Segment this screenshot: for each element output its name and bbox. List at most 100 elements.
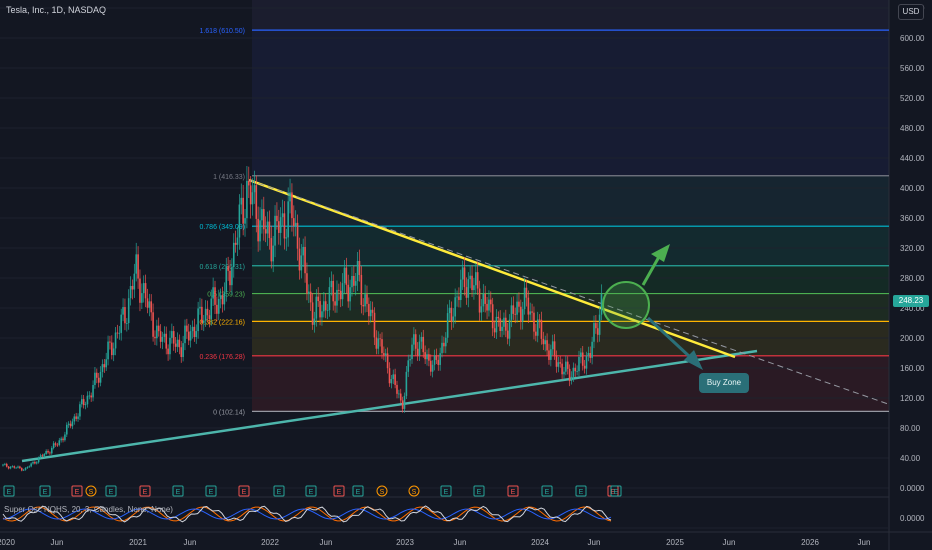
- earnings-marker[interactable]: [205, 485, 217, 497]
- candle-body: [157, 325, 160, 332]
- earnings-marker[interactable]: [238, 485, 250, 497]
- candle-body: [137, 254, 139, 279]
- y-tick-label: 560.00: [900, 64, 925, 73]
- candle-body: [221, 295, 224, 305]
- candle-body: [122, 307, 124, 315]
- earnings-marker[interactable]: [3, 485, 15, 497]
- candle-body: [182, 343, 184, 358]
- candle-body: [112, 348, 115, 356]
- candle-body: [383, 353, 385, 356]
- earnings-marker[interactable]: [575, 485, 587, 497]
- candle-body: [493, 328, 496, 333]
- candle-body: [216, 304, 218, 314]
- candle-body: [135, 254, 138, 274]
- candle-body: [294, 222, 297, 226]
- currency-button[interactable]: USD: [898, 4, 924, 20]
- fib-zone-236: [252, 321, 889, 356]
- earnings-marker[interactable]: [39, 485, 51, 497]
- candle-body: [129, 285, 132, 299]
- earnings-marker[interactable]: [172, 485, 184, 497]
- candle-body: [266, 221, 269, 234]
- y-tick-label: 80.00: [900, 424, 921, 433]
- candle-body: [191, 326, 194, 332]
- candle-body: [482, 293, 485, 307]
- y-tick-label: 520.00: [900, 94, 925, 103]
- candle-body: [49, 452, 51, 454]
- candle-body: [514, 313, 516, 315]
- candle-body: [488, 299, 490, 311]
- candle-body: [32, 461, 34, 464]
- earnings-marker[interactable]: [305, 485, 317, 497]
- candle-body: [399, 393, 402, 401]
- candle-body: [96, 372, 98, 378]
- candle-body: [471, 275, 473, 291]
- candle-body: [446, 313, 449, 338]
- earnings-marker[interactable]: [507, 485, 519, 497]
- candle-body: [576, 371, 578, 372]
- candle-body: [154, 336, 156, 339]
- candle-body: [148, 301, 151, 308]
- candle-body: [240, 197, 243, 205]
- candle-body: [197, 308, 199, 332]
- earnings-marker[interactable]: [473, 485, 485, 497]
- candle-body: [465, 287, 468, 298]
- candle-body: [317, 296, 319, 302]
- candle-body: [591, 341, 593, 358]
- indicator-y-tick-label: 0.0000: [900, 514, 925, 523]
- earnings-marker[interactable]: [352, 485, 364, 497]
- candle-body: [381, 339, 383, 354]
- earnings-marker[interactable]: [105, 485, 117, 497]
- candle-body: [261, 209, 263, 221]
- earnings-marker[interactable]: [71, 485, 83, 497]
- candle-body: [246, 180, 248, 219]
- candle-body: [583, 365, 586, 369]
- marker-letter: E: [209, 489, 214, 496]
- up-arrow-icon: [651, 244, 670, 262]
- y-tick-label: 400.00: [900, 184, 925, 193]
- x-tick-label: Jun: [320, 538, 333, 547]
- candle-body: [65, 424, 68, 435]
- candle-body: [371, 309, 374, 313]
- candle-body: [497, 316, 500, 319]
- split-marker[interactable]: [408, 485, 420, 497]
- earnings-marker[interactable]: [273, 485, 285, 497]
- split-marker[interactable]: [376, 485, 388, 497]
- candle-body: [37, 457, 40, 463]
- candle-body: [463, 267, 466, 288]
- candle-body: [11, 466, 14, 468]
- fib-zone-extension: [252, 30, 889, 176]
- marker-letter: E: [109, 489, 114, 496]
- candle-body: [538, 319, 541, 321]
- earnings-marker[interactable]: [541, 485, 553, 497]
- candle-body: [167, 348, 169, 355]
- candle-body: [580, 352, 582, 357]
- candle-body: [533, 312, 535, 332]
- candle-body: [437, 359, 440, 365]
- candle-body: [521, 309, 524, 322]
- candle-body: [557, 362, 560, 367]
- candle-body: [161, 336, 164, 342]
- candle-body: [411, 344, 413, 360]
- earnings-marker[interactable]: [440, 485, 452, 497]
- candle-body: [566, 361, 569, 369]
- y-tick-label: 600.00: [900, 34, 925, 43]
- candle-body: [433, 355, 436, 365]
- candle-body: [321, 311, 323, 318]
- last-price-tag: 248.23: [893, 295, 929, 307]
- earnings-marker[interactable]: [139, 485, 151, 497]
- symbol-label: Tesla, Inc., 1D, NASDAQ: [6, 5, 107, 15]
- candle-body: [459, 279, 462, 301]
- candle-body: [24, 467, 27, 470]
- y-tick-label: 480.00: [900, 124, 925, 133]
- split-marker[interactable]: [85, 485, 97, 497]
- candle-body: [510, 305, 513, 320]
- candle-body: [30, 463, 32, 467]
- candle-body: [172, 331, 175, 344]
- candle-body: [553, 341, 556, 356]
- candle-body: [184, 325, 186, 344]
- earnings-marker[interactable]: [610, 485, 622, 497]
- x-tick-label: Jun: [184, 538, 197, 547]
- candle-body: [201, 306, 203, 323]
- earnings-marker[interactable]: [333, 485, 345, 497]
